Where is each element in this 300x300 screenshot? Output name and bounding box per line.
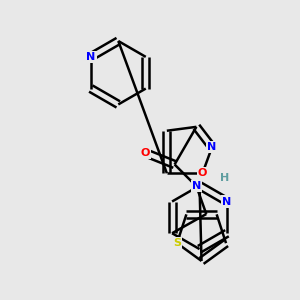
Text: N: N xyxy=(207,142,217,152)
Text: N: N xyxy=(192,181,201,191)
Text: N: N xyxy=(222,196,232,206)
Text: S: S xyxy=(173,238,181,248)
Text: N: N xyxy=(86,52,95,62)
Text: O: O xyxy=(198,168,207,178)
Text: O: O xyxy=(140,148,150,158)
Text: H: H xyxy=(220,173,229,183)
